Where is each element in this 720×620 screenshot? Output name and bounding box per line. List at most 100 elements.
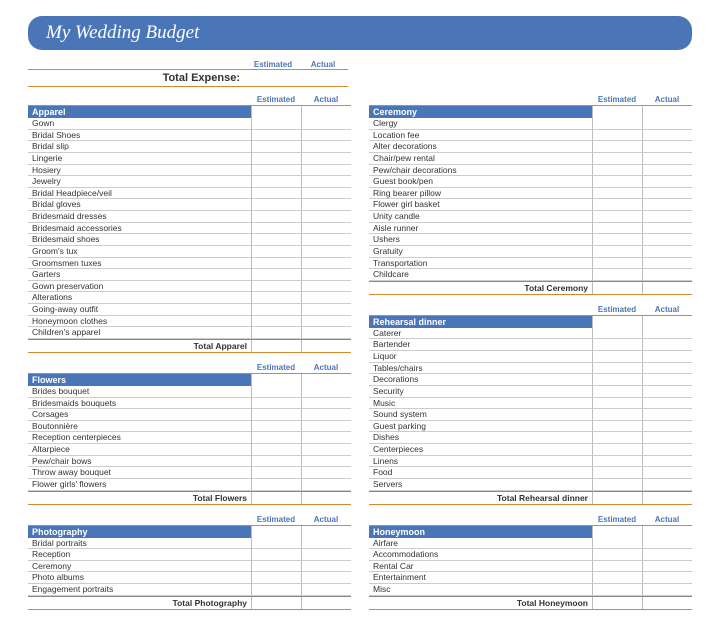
line-item-actual[interactable] [642,432,692,444]
line-item-estimated[interactable] [251,176,301,188]
line-item-estimated[interactable] [592,246,642,258]
line-item-actual[interactable] [301,165,351,177]
line-item-actual[interactable] [301,292,351,304]
line-item-estimated[interactable] [592,176,642,188]
line-item-estimated[interactable] [592,398,642,410]
line-item-actual[interactable] [301,572,351,584]
line-item-actual[interactable] [301,199,351,211]
line-item-actual[interactable] [642,153,692,165]
line-item-actual[interactable] [301,584,351,596]
line-item-actual[interactable] [301,386,351,398]
line-item-actual[interactable] [642,398,692,410]
line-item-actual[interactable] [642,328,692,340]
line-item-estimated[interactable] [592,584,642,596]
line-item-actual[interactable] [642,211,692,223]
line-item-estimated[interactable] [251,327,301,339]
line-item-actual[interactable] [301,549,351,561]
line-item-actual[interactable] [301,561,351,573]
line-item-actual[interactable] [642,386,692,398]
line-item-actual[interactable] [301,258,351,270]
line-item-actual[interactable] [642,223,692,235]
line-item-actual[interactable] [301,246,351,258]
line-item-estimated[interactable] [251,234,301,246]
line-item-actual[interactable] [301,456,351,468]
line-item-estimated[interactable] [251,211,301,223]
line-item-estimated[interactable] [592,153,642,165]
line-item-actual[interactable] [301,211,351,223]
line-item-estimated[interactable] [251,246,301,258]
line-item-actual[interactable] [301,467,351,479]
line-item-estimated[interactable] [251,549,301,561]
line-item-actual[interactable] [642,538,692,550]
line-item-actual[interactable] [301,141,351,153]
line-item-estimated[interactable] [251,118,301,130]
line-item-estimated[interactable] [592,211,642,223]
line-item-estimated[interactable] [592,258,642,270]
line-item-actual[interactable] [642,234,692,246]
line-item-estimated[interactable] [251,538,301,550]
line-item-estimated[interactable] [592,165,642,177]
line-item-estimated[interactable] [251,561,301,573]
line-item-actual[interactable] [642,584,692,596]
line-item-actual[interactable] [301,118,351,130]
line-item-estimated[interactable] [592,538,642,550]
line-item-actual[interactable] [642,165,692,177]
line-item-estimated[interactable] [251,130,301,142]
line-item-actual[interactable] [642,176,692,188]
line-item-estimated[interactable] [251,398,301,410]
line-item-actual[interactable] [642,141,692,153]
line-item-actual[interactable] [642,118,692,130]
line-item-actual[interactable] [642,444,692,456]
line-item-estimated[interactable] [251,304,301,316]
line-item-estimated[interactable] [592,386,642,398]
line-item-estimated[interactable] [592,444,642,456]
line-item-actual[interactable] [642,246,692,258]
line-item-estimated[interactable] [251,421,301,433]
line-item-actual[interactable] [642,351,692,363]
line-item-actual[interactable] [301,327,351,339]
line-item-estimated[interactable] [251,584,301,596]
line-item-actual[interactable] [301,432,351,444]
line-item-actual[interactable] [301,176,351,188]
line-item-estimated[interactable] [592,421,642,433]
line-item-actual[interactable] [642,130,692,142]
line-item-estimated[interactable] [251,141,301,153]
line-item-estimated[interactable] [592,363,642,375]
line-item-estimated[interactable] [251,165,301,177]
line-item-actual[interactable] [301,234,351,246]
line-item-estimated[interactable] [592,118,642,130]
line-item-estimated[interactable] [251,479,301,491]
line-item-estimated[interactable] [251,456,301,468]
line-item-actual[interactable] [301,223,351,235]
line-item-estimated[interactable] [251,153,301,165]
line-item-actual[interactable] [642,561,692,573]
line-item-estimated[interactable] [592,223,642,235]
line-item-actual[interactable] [642,374,692,386]
line-item-estimated[interactable] [592,130,642,142]
line-item-estimated[interactable] [592,269,642,281]
line-item-estimated[interactable] [251,316,301,328]
line-item-estimated[interactable] [592,339,642,351]
line-item-estimated[interactable] [251,199,301,211]
line-item-estimated[interactable] [251,269,301,281]
line-item-actual[interactable] [301,409,351,421]
line-item-estimated[interactable] [592,467,642,479]
line-item-estimated[interactable] [592,409,642,421]
line-item-estimated[interactable] [592,374,642,386]
line-item-actual[interactable] [301,304,351,316]
line-item-actual[interactable] [301,538,351,550]
line-item-estimated[interactable] [251,467,301,479]
line-item-actual[interactable] [642,479,692,491]
line-item-estimated[interactable] [592,328,642,340]
line-item-actual[interactable] [642,456,692,468]
line-item-estimated[interactable] [592,188,642,200]
line-item-actual[interactable] [642,363,692,375]
line-item-estimated[interactable] [251,432,301,444]
line-item-actual[interactable] [642,421,692,433]
line-item-estimated[interactable] [251,188,301,200]
line-item-estimated[interactable] [251,223,301,235]
line-item-estimated[interactable] [592,141,642,153]
line-item-estimated[interactable] [251,281,301,293]
line-item-actual[interactable] [301,130,351,142]
line-item-estimated[interactable] [592,456,642,468]
